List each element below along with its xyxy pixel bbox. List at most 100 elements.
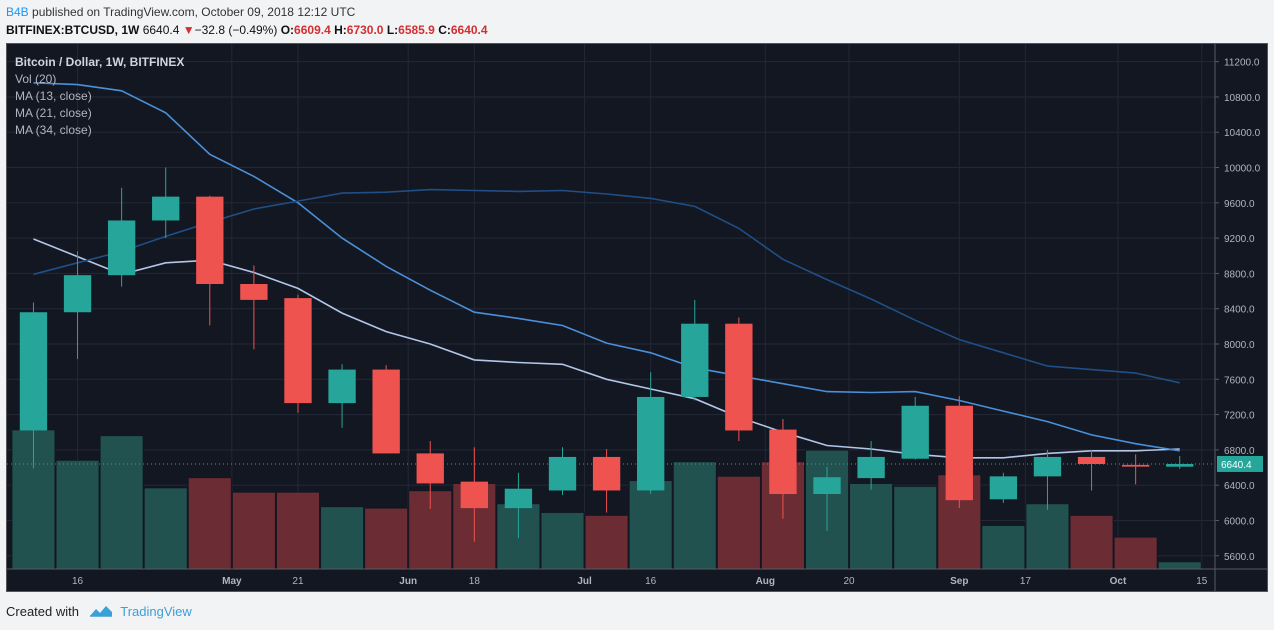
volume-bar <box>99 435 144 570</box>
moving-average-layer <box>33 82 1180 459</box>
x-tick-label: Aug <box>756 576 775 587</box>
publish-text: published on TradingView.com, October 09… <box>32 5 356 19</box>
volume-bar <box>672 461 717 570</box>
tradingview-link[interactable]: TradingView <box>120 604 192 619</box>
volume-bar <box>1113 536 1158 570</box>
x-tick-label: Sep <box>950 576 968 587</box>
candle-body <box>107 220 136 276</box>
footer: Created with TradingView <box>6 604 192 621</box>
y-tick-label: 8400.0 <box>1224 305 1255 316</box>
y-tick-label: 7200.0 <box>1224 411 1255 422</box>
chart-svg[interactable]: 5600.0 6000.0 6400.0 6800.0 7200.0 7600.0 8000… <box>7 44 1267 591</box>
y-tick-label: 11200.0 <box>1224 58 1260 69</box>
volume-bar <box>849 482 894 570</box>
x-tick-label: Jun <box>399 576 417 587</box>
volume-bar <box>628 480 673 570</box>
legend-ma34: MA (34, close) <box>15 123 92 137</box>
candle-body <box>637 396 665 491</box>
y-tick-label: 10400.0 <box>1224 128 1261 139</box>
x-tick-label: Jul <box>577 576 592 587</box>
volume-bar <box>1069 514 1114 570</box>
candle-body <box>681 323 709 397</box>
candle-body <box>416 453 444 484</box>
change-text: −32.8 (−0.49%) <box>194 23 278 37</box>
symbol-line: BITFINEX:BTCUSD, 1W 6640.4 ▼−32.8 (−0.49… <box>6 23 488 37</box>
candle-body <box>284 298 312 404</box>
volume-bar <box>187 477 232 570</box>
x-tick-label: 17 <box>1020 576 1032 587</box>
low-value: 6585.9 <box>398 23 435 37</box>
candle-body <box>813 477 841 494</box>
legend-ma13: MA (13, close) <box>15 89 92 103</box>
y-tick-label: 10800.0 <box>1224 93 1261 104</box>
candle-body <box>240 284 268 300</box>
down-arrow-icon: ▼ <box>182 23 195 37</box>
y-tick-label: 8000.0 <box>1224 340 1255 351</box>
y-tick-label: 6000.0 <box>1224 516 1255 527</box>
x-tick-label: 15 <box>1196 576 1208 587</box>
y-tick-label: 6400.0 <box>1224 481 1255 492</box>
y-tick-label: 7600.0 <box>1224 375 1255 386</box>
candle-body <box>1077 456 1106 464</box>
chart-title: Bitcoin / Dollar, 1W, BITFINEX <box>15 55 184 69</box>
candle-body <box>372 369 400 454</box>
symbol-text: BITFINEX:BTCUSD, 1W <box>6 23 140 37</box>
volume-bar <box>1025 503 1070 570</box>
candle-body <box>945 405 973 501</box>
y-tick-label: 8800.0 <box>1224 269 1255 280</box>
candle-body <box>63 275 92 313</box>
candle-body <box>725 323 753 431</box>
axis-layer: 5600.0 6000.0 6400.0 6800.0 7200.0 7600.0 8000… <box>7 44 1267 591</box>
ma-line-13 <box>33 238 1180 459</box>
last-price-label: 6640.4 <box>1221 460 1252 471</box>
y-tick-label: 5600.0 <box>1224 552 1255 563</box>
volume-bar <box>364 507 409 570</box>
tradingview-logo-icon[interactable] <box>89 604 113 621</box>
legend-vol: Vol (20) <box>15 72 56 86</box>
x-tick-label: 18 <box>469 576 481 587</box>
created-with-text: Created with <box>6 604 79 619</box>
y-tick-label: 6800.0 <box>1224 446 1255 457</box>
candle-body <box>19 312 48 431</box>
volume-bar <box>540 511 585 570</box>
y-tick-label: 9600.0 <box>1224 199 1255 210</box>
candle-body <box>901 405 929 459</box>
volume-bar <box>716 475 761 570</box>
candle-body <box>152 196 180 221</box>
volume-bar <box>981 525 1026 570</box>
x-tick-label: 21 <box>292 576 304 587</box>
last-price-badge <box>1217 455 1263 472</box>
open-value: 6609.4 <box>294 23 331 37</box>
y-tick-label: 10000.0 <box>1224 164 1261 175</box>
x-tick-label: 16 <box>645 576 657 587</box>
candle-body <box>1033 456 1062 477</box>
candle-body <box>1121 464 1150 467</box>
volume-bar <box>320 506 365 570</box>
header: B4B published on TradingView.com, Octobe… <box>0 0 1274 42</box>
candle-body <box>857 456 885 479</box>
volume-bar <box>143 487 188 570</box>
candle-body <box>460 481 488 509</box>
candle-body <box>548 456 577 491</box>
x-tick-label: Oct <box>1110 576 1127 587</box>
candle-body <box>592 456 621 491</box>
publish-line: B4B published on TradingView.com, Octobe… <box>6 5 355 19</box>
high-label: H: <box>334 23 347 37</box>
legend-ma21: MA (21, close) <box>15 106 92 120</box>
x-tick-label: May <box>222 576 242 587</box>
open-label: O: <box>280 23 295 37</box>
legend-layer: Bitcoin / Dollar, 1W, BITFINEX Vol (20) … <box>15 55 184 137</box>
candle-body <box>769 429 797 494</box>
close-label: C: <box>438 23 451 37</box>
ma-line-21 <box>33 82 1180 452</box>
chart-area[interactable]: 5600.0 6000.0 6400.0 6800.0 7200.0 7600.0 8000… <box>6 43 1268 592</box>
ma-line-34 <box>33 188 1180 384</box>
volume-bar <box>231 491 276 570</box>
author-link[interactable]: B4B <box>6 5 29 19</box>
candle-body <box>989 476 1018 500</box>
volume-bar <box>55 459 100 570</box>
last-price-text: 6640.4 <box>142 23 180 37</box>
x-tick-label: 20 <box>844 576 856 587</box>
candle-body <box>1166 463 1194 467</box>
y-tick-label: 9200.0 <box>1224 234 1255 245</box>
